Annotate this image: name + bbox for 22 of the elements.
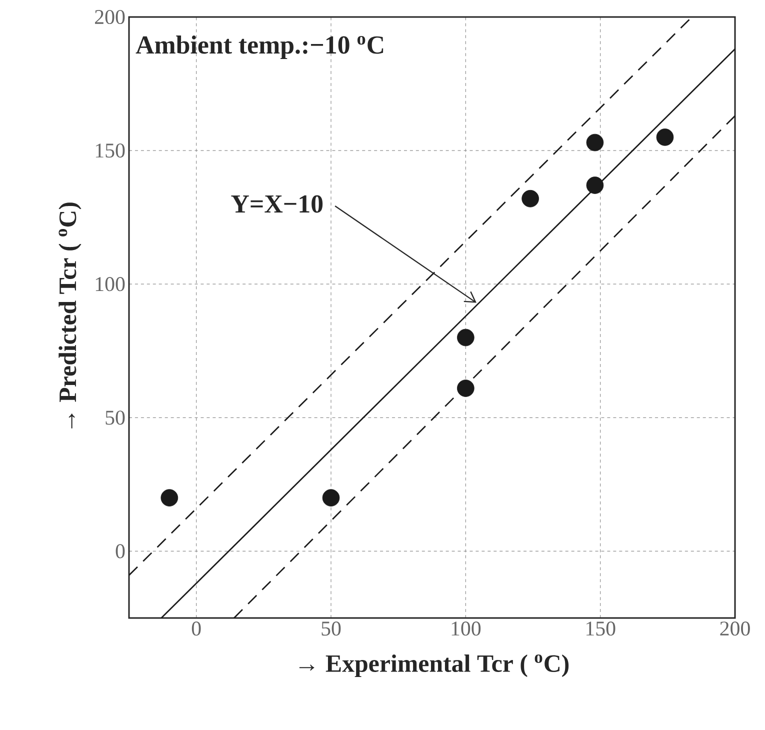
x-axis-title: → Experimental Tcr ( $^{o}$C) xyxy=(299,654,569,678)
y-tick-label: 0 xyxy=(116,544,125,558)
y-tick-label: 200 xyxy=(95,10,125,24)
point xyxy=(160,489,178,506)
point xyxy=(457,380,474,397)
y-tick-label: 150 xyxy=(96,144,125,158)
y-tick-label: 100 xyxy=(96,277,125,292)
point xyxy=(457,328,474,346)
point xyxy=(586,134,604,152)
point xyxy=(586,176,604,194)
point xyxy=(322,489,340,506)
x-tick-label: 100 xyxy=(452,622,481,636)
point xyxy=(522,190,539,208)
annotation: Ambient temp.:−10 $^{o}$C xyxy=(136,36,384,60)
y-axis-title: → Predicted Tcr ( $^{o}$C) xyxy=(58,202,82,428)
x-tick-label: 150 xyxy=(586,622,616,636)
x-tick-label: 0 xyxy=(192,622,201,636)
x-tick-label: 50 xyxy=(322,622,341,636)
y-tick-label: 50 xyxy=(106,410,125,425)
x-tick-label: 200 xyxy=(720,622,750,636)
annotation: Y=X−10 xyxy=(231,195,323,213)
point xyxy=(656,128,674,146)
